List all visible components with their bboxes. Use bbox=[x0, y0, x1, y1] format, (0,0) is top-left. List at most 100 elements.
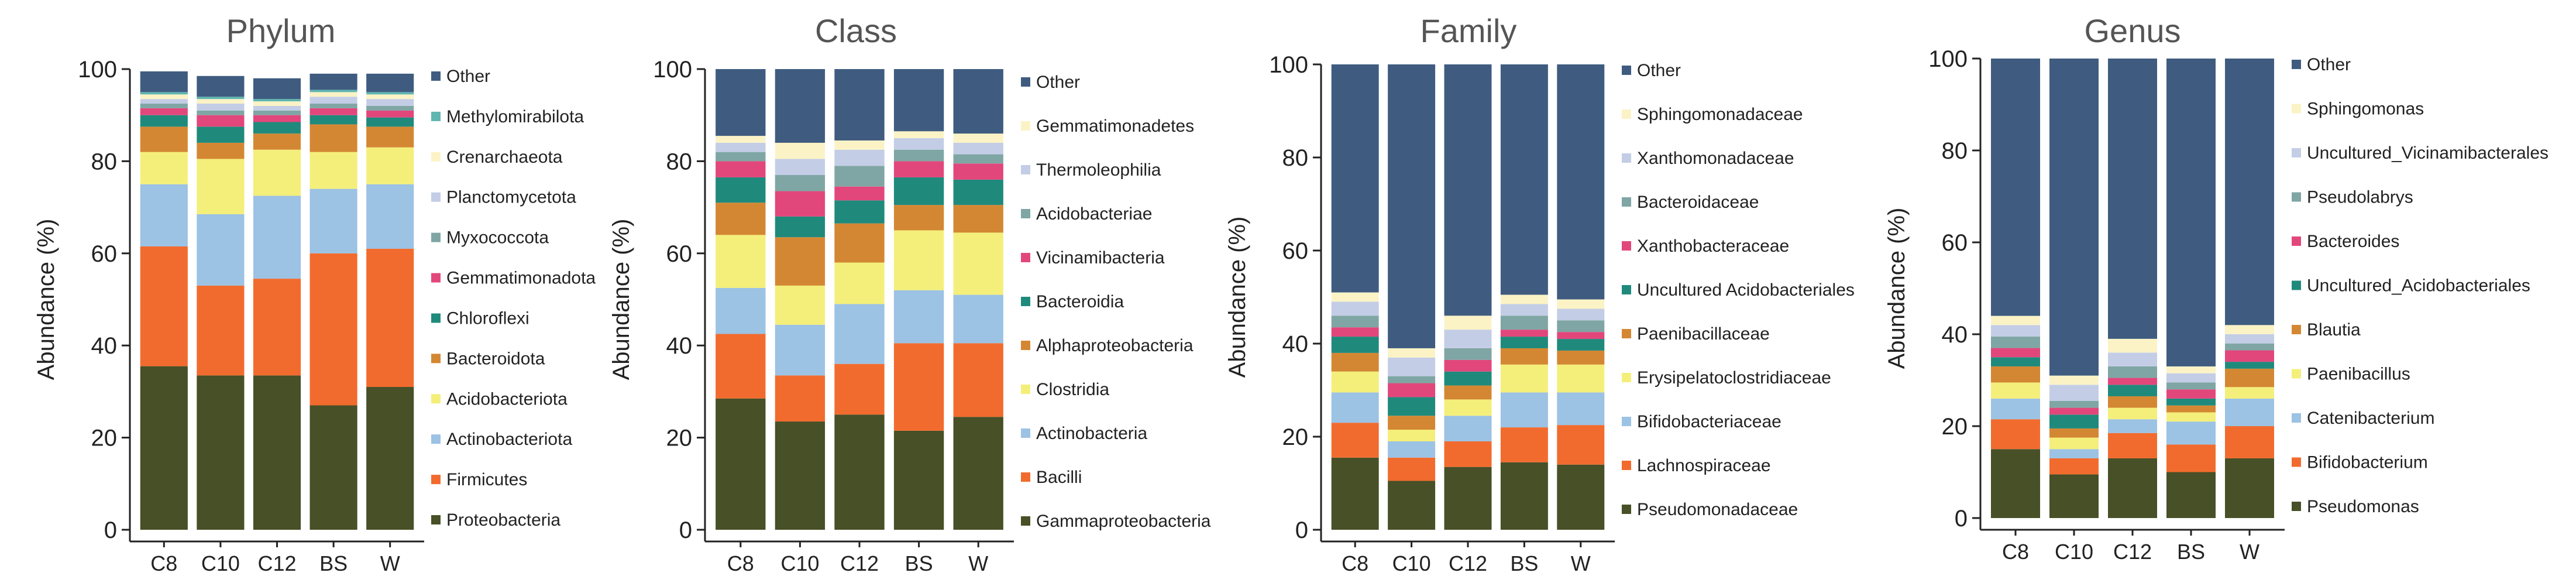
legend-label: Sphingomonadaceae bbox=[1637, 105, 1803, 124]
y-axis-label: Abundance (%) bbox=[1225, 217, 1250, 378]
bar-segment-other-bs bbox=[309, 73, 357, 90]
bar-segment-acidobacteriota-c8 bbox=[140, 152, 188, 184]
bar-segment-methylomirabilota-c12 bbox=[253, 99, 301, 102]
bar-segment-actinobacteriota-w bbox=[366, 184, 414, 249]
bar-segment-bacteroides-w bbox=[2225, 350, 2274, 362]
bar-segment-gemmatimonadota-w bbox=[366, 110, 414, 118]
bar-segment-acidobacteriota-c10 bbox=[197, 159, 245, 214]
bar-segment-crenarchaeota-bs bbox=[309, 92, 357, 97]
bar-segment-other-c8 bbox=[1991, 59, 2040, 316]
bar-segment-lachnospiraceae-bs bbox=[1500, 427, 1548, 462]
legend-swatch bbox=[1622, 461, 1631, 470]
bar-segment-lachnospiraceae-w bbox=[1557, 425, 1605, 465]
bar-segment-xanthomonadaceae-w bbox=[1557, 308, 1605, 321]
bar-segment-bacilli-c12 bbox=[834, 364, 885, 415]
x-tick-label: C10 bbox=[1392, 551, 1431, 575]
bar-segment-chloroflexi-w bbox=[366, 117, 414, 127]
bar-segment-alphaproteobacteria-w bbox=[953, 205, 1003, 233]
bar-segment-paenibacillaceae-c10 bbox=[1388, 416, 1436, 430]
legend-label: Lachnospiraceae bbox=[1637, 456, 1771, 475]
bar-segment-pseudolabrys-c8 bbox=[1991, 336, 2040, 348]
bar-segment-uncultured-vicinamibacterales-w bbox=[2225, 334, 2274, 344]
legend-label: Acidobacteriae bbox=[1036, 204, 1152, 224]
bar-segment-acidobacteriae-c8 bbox=[716, 152, 766, 162]
bar-segment-paenibacillus-c10 bbox=[2049, 437, 2099, 450]
legend-swatch bbox=[1021, 209, 1030, 218]
legend-label: Pseudomonas bbox=[2307, 497, 2419, 516]
bar-segment-pseudolabrys-c10 bbox=[2049, 400, 2099, 408]
bar-segment-methylomirabilota-w bbox=[366, 92, 414, 95]
bar-segment-crenarchaeota-c12 bbox=[253, 101, 301, 106]
bar-segment-other-c12 bbox=[1444, 64, 1492, 316]
legend-swatch bbox=[431, 434, 441, 444]
legend-label: Gemmatimonadetes bbox=[1036, 116, 1194, 136]
chart-panel-genus: Genus Abundance (%) 0 20 40 60 80 100 C8 C10 C12 BS… bbox=[1884, 12, 2549, 564]
bar-segment-vicinamibacteria-w bbox=[953, 163, 1003, 180]
y-tick-label: 60 bbox=[666, 241, 693, 267]
bar-segment-bacteroidaceae-c10 bbox=[1388, 376, 1436, 383]
legend-swatch bbox=[1622, 285, 1631, 294]
bar-segment-actinobacteria-w bbox=[953, 294, 1003, 344]
y-tick-label: 40 bbox=[91, 333, 118, 359]
bar-segment-gemmatimonadota-c12 bbox=[253, 115, 301, 122]
bar-segment-other-c12 bbox=[253, 78, 301, 100]
bar-segment-bacilli-bs bbox=[893, 343, 944, 431]
bar-segment-lachnospiraceae-c10 bbox=[1388, 457, 1436, 481]
bar-segment-xanthobacteraceae-c12 bbox=[1444, 359, 1492, 372]
x-tick-label: C12 bbox=[840, 551, 879, 575]
bar-segment-gemmatimonadetes-w bbox=[953, 133, 1003, 143]
x-tick-label: W bbox=[968, 551, 988, 575]
bar-segment-acidobacteriae-c10 bbox=[775, 175, 826, 191]
bar-segment-thermoleophilia-bs bbox=[893, 138, 944, 150]
bar-segment-gammaproteobacteria-c10 bbox=[775, 421, 826, 530]
bar-segment-other-c10 bbox=[2049, 59, 2099, 376]
bar-segment-bifidobacterium-c12 bbox=[2108, 433, 2157, 458]
bar-segment-uncultured-acidobacteriales-c10 bbox=[1388, 397, 1436, 416]
bar-segment-bacteroidota-c12 bbox=[253, 133, 301, 150]
bar-segment-alphaproteobacteria-bs bbox=[893, 205, 944, 231]
bar-segment-paenibacillus-bs bbox=[2166, 412, 2216, 422]
bar-segment-chloroflexi-c10 bbox=[197, 126, 245, 143]
bar-segment-actinobacteriota-c12 bbox=[253, 196, 301, 279]
x-tick-label: BS bbox=[2177, 540, 2205, 564]
bar-segment-gemmatimonadetes-c8 bbox=[716, 136, 766, 143]
bar-segment-gammaproteobacteria-w bbox=[953, 417, 1003, 530]
legend-swatch bbox=[2292, 325, 2301, 334]
bar-segment-alphaproteobacteria-c12 bbox=[834, 223, 885, 263]
bar-segment-clostridia-c8 bbox=[716, 235, 766, 288]
legend-label: Bifidobacterium bbox=[2307, 453, 2428, 472]
legend-label: Other bbox=[2307, 55, 2351, 74]
bar-segment-bifidobacterium-c10 bbox=[2049, 458, 2099, 475]
bar-segment-myxococcota-c12 bbox=[253, 110, 301, 115]
bar-segment-blautia-w bbox=[2225, 368, 2274, 388]
bar-segment-bacteroidaceae-c12 bbox=[1444, 348, 1492, 360]
bar-segment-vicinamibacteria-c8 bbox=[716, 161, 766, 177]
bar-segment-blautia-c8 bbox=[1991, 366, 2040, 383]
legend-label: Acidobacteriota bbox=[446, 389, 568, 409]
bar-segment-paenibacillaceae-c12 bbox=[1444, 385, 1492, 400]
bar-segment-proteobacteria-w bbox=[366, 387, 414, 530]
legend-label: Paenibacillus bbox=[2307, 365, 2410, 384]
bar-segment-bifidobacteriaceae-c12 bbox=[1444, 416, 1492, 441]
y-tick-label: 80 bbox=[666, 149, 693, 174]
legend-swatch bbox=[1622, 417, 1631, 426]
legend-swatch bbox=[431, 273, 441, 283]
legend-label: Other bbox=[1036, 73, 1080, 92]
bar-segment-uncultured-acidobacteriales-c8 bbox=[1991, 357, 2040, 366]
legend-label: Actinobacteria bbox=[1036, 424, 1147, 443]
y-axis-label: Abundance (%) bbox=[1884, 208, 1910, 369]
bar-segment-actinobacteria-bs bbox=[893, 290, 944, 344]
bar-segment-other-c12 bbox=[2108, 59, 2157, 339]
y-tick-label: 60 bbox=[1942, 230, 1968, 256]
bar-segment-other-w bbox=[1557, 64, 1605, 300]
x-tick-label: C10 bbox=[201, 551, 240, 575]
bar-segment-firmicutes-c10 bbox=[197, 285, 245, 376]
bar-segment-xanthobacteraceae-w bbox=[1557, 332, 1605, 340]
bar-segment-other-c8 bbox=[140, 71, 188, 92]
bar-segment-proteobacteria-bs bbox=[309, 405, 357, 530]
legend-label: Bacilli bbox=[1036, 468, 1082, 487]
legend-label: Actinobacteriota bbox=[446, 430, 572, 449]
legend-swatch bbox=[1021, 121, 1030, 131]
bar-segment-actinobacteriota-bs bbox=[309, 188, 357, 253]
